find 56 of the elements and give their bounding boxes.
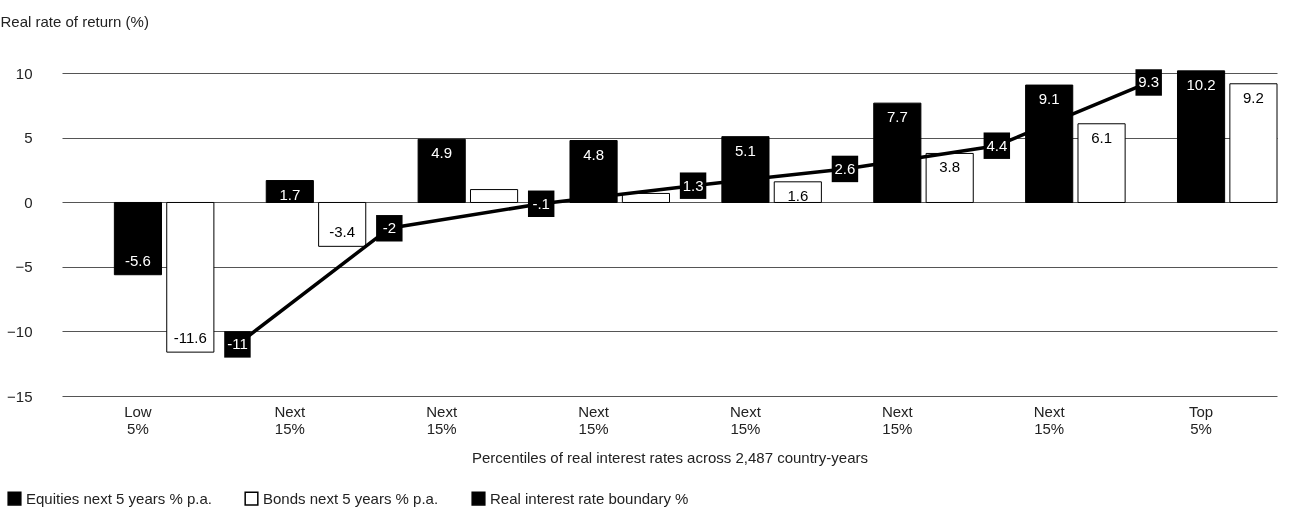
x-tick-label: Low 5% bbox=[124, 402, 152, 437]
data-label: 9.2 bbox=[1243, 88, 1264, 106]
bar bbox=[621, 192, 670, 203]
data-label: -.1 bbox=[532, 194, 550, 212]
y-tick-label: 5 bbox=[24, 129, 33, 147]
data-label: 4.4 bbox=[986, 136, 1008, 154]
x-tick-label: Next 15% bbox=[578, 402, 610, 437]
bar bbox=[1177, 70, 1226, 203]
legend-label: Bonds next 5 years % p.a. bbox=[263, 489, 439, 507]
data-label: 6.1 bbox=[1091, 128, 1112, 146]
bar bbox=[113, 201, 162, 276]
bar bbox=[318, 201, 367, 247]
data-label: 4.9 bbox=[431, 144, 453, 162]
x-tick-label: Next 15% bbox=[274, 402, 307, 437]
data-label: -2 bbox=[382, 219, 396, 237]
data-label: -3.4 bbox=[329, 223, 356, 241]
data-label: 9.1 bbox=[1038, 90, 1060, 108]
x-tick-label: Next 15% bbox=[730, 402, 762, 437]
y-tick-label: −5 bbox=[15, 258, 33, 276]
bar bbox=[1025, 84, 1074, 203]
data-label: 7.7 bbox=[886, 108, 908, 126]
y-axis-title: Real rate of return (%) bbox=[0, 12, 149, 30]
bar bbox=[469, 189, 519, 203]
data-label: 10.2 bbox=[1186, 75, 1216, 93]
bar bbox=[1077, 123, 1126, 203]
y-tick-label: 0 bbox=[24, 193, 33, 211]
legend-label: Equities next 5 years % p.a. bbox=[26, 489, 212, 507]
x-tick-label: Next 15% bbox=[1033, 402, 1066, 437]
y-tick-label: −15 bbox=[7, 387, 33, 405]
bar bbox=[265, 180, 314, 203]
bar bbox=[166, 201, 215, 353]
x-tick-label: Next 15% bbox=[881, 402, 914, 437]
bar bbox=[925, 152, 974, 203]
data-label: -5.6 bbox=[125, 251, 151, 269]
bar bbox=[569, 140, 618, 203]
legend-label: Real interest rate boundary % bbox=[490, 489, 689, 507]
data-label: 4.8 bbox=[583, 145, 604, 163]
bar bbox=[873, 102, 922, 203]
data-label: 9.3 bbox=[1138, 73, 1160, 91]
data-label: 1.3 bbox=[682, 176, 704, 194]
x-axis-title: Percentiles of real interest rates across 2,487 country-years bbox=[471, 448, 869, 466]
bar bbox=[721, 136, 770, 203]
data-label: 1.7 bbox=[279, 185, 301, 203]
data-label: 1.6 bbox=[787, 186, 809, 204]
x-tick-label: Top 5% bbox=[1188, 402, 1214, 437]
y-tick-label: 10 bbox=[15, 64, 33, 82]
data-label: -11.6 bbox=[173, 329, 207, 347]
data-label: -11 bbox=[227, 335, 248, 353]
data-label: 2.6 bbox=[834, 159, 856, 177]
bar bbox=[417, 138, 466, 203]
data-label: 3.8 bbox=[939, 158, 961, 176]
x-tick-label: Next 15% bbox=[426, 402, 458, 437]
data-label: 5.1 bbox=[735, 141, 756, 159]
bar bbox=[773, 181, 822, 203]
bar bbox=[1229, 83, 1278, 203]
y-tick-label: −10 bbox=[7, 322, 33, 340]
